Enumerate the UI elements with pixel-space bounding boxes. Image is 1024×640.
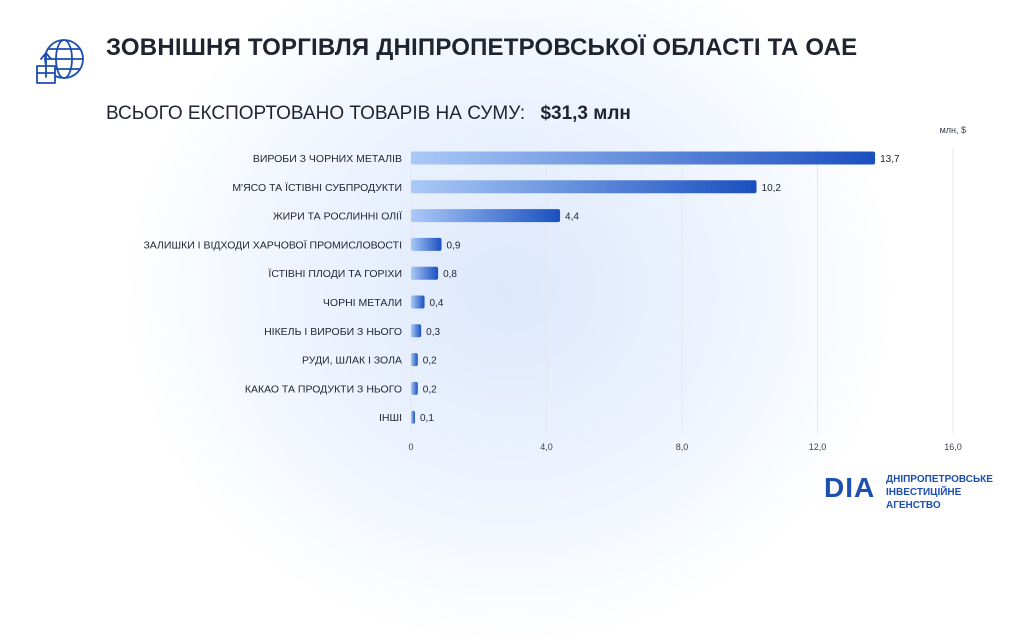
bar <box>411 353 418 367</box>
export-total: ВСЬОГО ЕКСПОРТОВАНО ТОВАРІВ НА СУМУ: $31… <box>106 102 631 126</box>
logo-mark: DIA <box>824 472 876 503</box>
page-title: ЗОВНІШНЯ ТОРГІВЛЯ ДНІПРОПЕТРОВСЬКОЇ ОБЛА… <box>106 34 858 61</box>
bar-chart: 0 4,0 8,0 12,0 16,0 ВИРОБИ З ЧОРНИХ МЕТАЛІВ 13… <box>143 125 966 452</box>
value-label: 0,3 <box>426 327 440 338</box>
value-label: 10,2 <box>762 183 782 194</box>
x-tick-label: 8,0 <box>676 442 689 452</box>
category-label: НІКЕЛЬ І ВИРОБИ З НЬОГО <box>264 326 402 338</box>
export-total-value: $31,3 млн <box>540 103 631 124</box>
value-label: 0,4 <box>430 298 444 309</box>
x-tick-label: 16,0 <box>944 442 962 452</box>
category-label: КАКАО ТА ПРОДУКТИ З НЬОГО <box>245 383 402 395</box>
category-label: ІНШІ <box>379 412 402 424</box>
category-label: ЇСТІВНІ ПЛОДИ ТА ГОРІХИ <box>268 268 402 280</box>
bar <box>411 151 876 165</box>
value-label: 0,1 <box>420 413 434 424</box>
x-tick-label: 0 <box>408 442 413 452</box>
globe-export-icon <box>36 39 84 84</box>
bar <box>411 324 422 338</box>
value-label: 0,9 <box>446 240 460 251</box>
x-tick-label: 12,0 <box>809 442 827 452</box>
bar <box>411 180 757 194</box>
category-label: ЧОРНІ МЕТАЛИ <box>323 297 402 309</box>
bar <box>411 381 418 395</box>
category-label: М'ЯСО ТА ЇСТІВНІ СУБПРОДУКТИ <box>232 182 402 194</box>
export-total-label: ВСЬОГО ЕКСПОРТОВАНО ТОВАРІВ НА СУМУ: <box>106 103 526 124</box>
value-label: 4,4 <box>565 212 579 223</box>
logo-text: ДНІПРОПЕТРОВСЬКЕ ІНВЕСТИЦІЙНЕ АГЕНСТВО <box>886 473 1016 512</box>
value-label: 0,2 <box>423 356 437 367</box>
category-label: ЗАЛИШКИ І ВІДХОДИ ХАРЧОВОЇ ПРОМИСЛОВОСТІ <box>143 239 402 251</box>
bar <box>411 209 561 223</box>
category-label: РУДИ, ШЛАК І ЗОЛА <box>302 355 402 367</box>
x-tick-label: 4,0 <box>540 442 553 452</box>
bar <box>411 266 439 280</box>
category-label: ВИРОБИ З ЧОРНИХ МЕТАЛІВ <box>253 153 402 165</box>
logo-line-2: ІНВЕСТИЦІЙНЕ АГЕНСТВО <box>886 487 962 511</box>
background-glow <box>130 0 890 640</box>
unit-label: млн, $ <box>940 125 966 135</box>
bar <box>411 237 442 251</box>
logo-line-1: ДНІПРОПЕТРОВСЬКЕ <box>886 474 993 485</box>
value-label: 0,8 <box>443 269 457 280</box>
bar <box>411 410 415 424</box>
value-label: 13,7 <box>880 154 900 165</box>
category-label: ЖИРИ ТА РОСЛИННІ ОЛІЇ <box>273 211 402 223</box>
value-label: 0,2 <box>423 384 437 395</box>
bar <box>411 295 425 309</box>
